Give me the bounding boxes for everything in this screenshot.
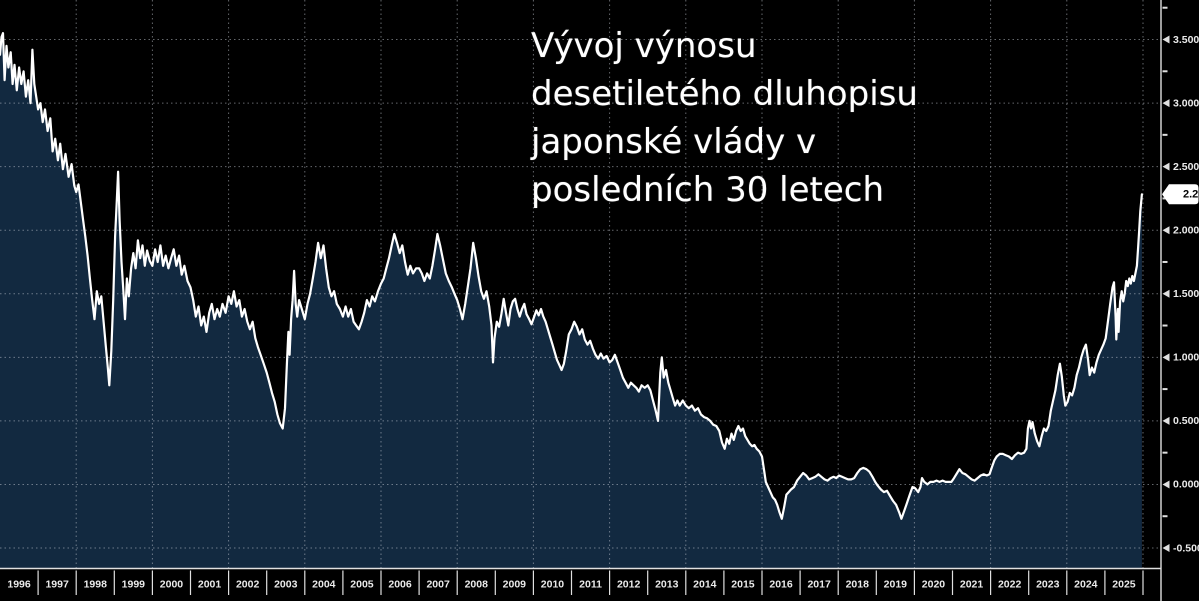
y-minor-tick (1162, 70, 1168, 73)
y-axis-label: 1.000 (1173, 352, 1199, 364)
x-year-label: 2012 (617, 578, 641, 590)
x-year-label: 2008 (465, 578, 489, 590)
x-year-label: 2022 (998, 578, 1022, 590)
x-year-label: 2001 (198, 578, 222, 590)
x-year-label: 2006 (388, 578, 412, 590)
x-year-label: 2020 (922, 578, 946, 590)
x-year-label: 2023 (1036, 578, 1060, 590)
y-major-tick (1162, 544, 1170, 552)
yield-area-fill (0, 33, 1142, 569)
y-major-tick (1162, 35, 1170, 44)
x-year-label: 1998 (84, 578, 108, 590)
y-axis-label: 2.500 (1173, 161, 1199, 173)
y-axis-label: 1.500 (1173, 288, 1199, 300)
x-year-label: 2021 (960, 578, 984, 590)
x-year-label: 1996 (7, 578, 31, 590)
y-axis-label: 2.000 (1173, 224, 1199, 236)
y-axis-label: 0.500 (1173, 415, 1199, 427)
x-year-label: 2024 (1074, 578, 1098, 590)
y-major-tick (1162, 480, 1170, 489)
x-year-label: 2004 (312, 578, 336, 590)
y-minor-tick (1162, 388, 1168, 391)
x-year-label: 2017 (807, 578, 831, 590)
last-value-badge (1162, 184, 1199, 205)
x-year-label: 2015 (731, 578, 755, 590)
x-year-label: 2014 (693, 578, 717, 590)
y-major-tick (1162, 416, 1170, 425)
x-year-label: 1997 (45, 578, 69, 590)
plot-area[interactable] (0, 0, 1161, 569)
last-value-badge-text: 2.282 (1183, 189, 1199, 201)
x-year-label: 2025 (1112, 578, 1136, 590)
x-year-label: 2005 (350, 578, 374, 590)
x-year-label: 2019 (884, 578, 908, 590)
y-minor-tick (1162, 133, 1168, 136)
x-year-label: 2002 (236, 578, 260, 590)
y-minor-tick (1162, 260, 1168, 263)
x-year-label: 1999 (122, 578, 146, 590)
x-year-label: 2003 (274, 578, 298, 590)
y-minor-tick (1162, 6, 1168, 9)
y-axis-label: 3.000 (1173, 97, 1199, 109)
x-year-label: 2016 (769, 578, 793, 590)
x-year-label: 2007 (426, 578, 450, 590)
y-axis-label: 0.000 (1173, 479, 1199, 491)
y-major-tick (1162, 353, 1170, 362)
y-minor-tick (1162, 451, 1168, 454)
y-minor-tick (1162, 324, 1168, 327)
x-year-label: 2009 (503, 578, 527, 590)
y-axis-label: 3.500 (1173, 34, 1199, 46)
x-year-label: 2011 (579, 578, 602, 590)
y-major-tick (1162, 162, 1170, 171)
x-year-label: 2018 (846, 578, 870, 590)
y-minor-tick (1162, 515, 1168, 518)
x-year-label: 2000 (160, 578, 184, 590)
y-major-tick (1162, 99, 1170, 108)
y-major-tick (1162, 226, 1170, 235)
yield-line (0, 32, 1143, 520)
x-year-label: 2013 (655, 578, 679, 590)
x-year-label: 2010 (541, 578, 565, 590)
y-axis-label: -0.500 (1173, 542, 1199, 554)
y-major-tick (1162, 289, 1170, 298)
